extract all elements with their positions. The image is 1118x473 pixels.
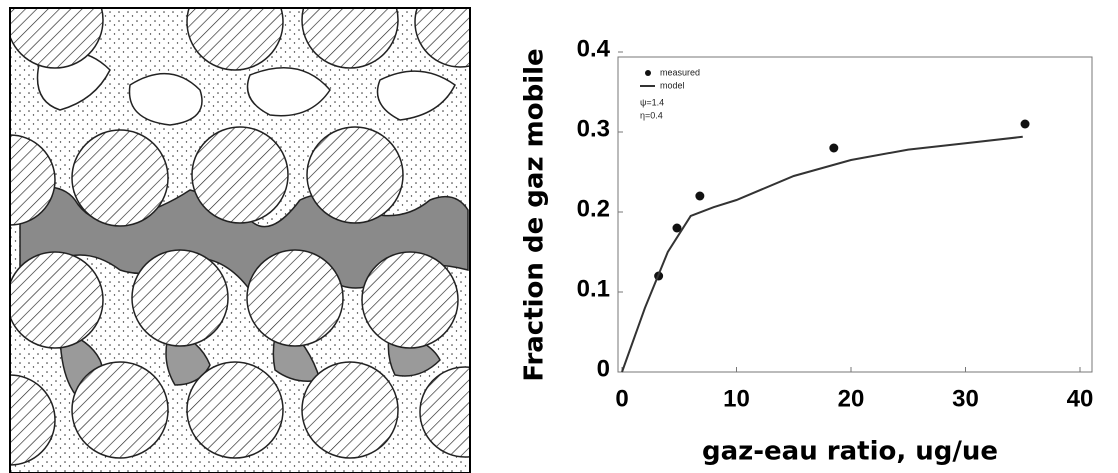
y-axis-label: Fraction de gaz mobile [520,48,550,381]
plot-frame [617,56,1093,373]
data-point [695,191,705,201]
legend-label: measured [660,67,700,77]
model-line [621,135,1023,373]
x-tick-label: 30 [952,385,979,412]
data-point [829,143,839,153]
y-tick-label: 0 [597,355,610,382]
x-tick-label: 10 [723,385,750,412]
legend-marker [645,70,651,76]
x-tick-label: 40 [1067,385,1094,412]
annotation: η=0.4 [640,110,663,120]
data-point [672,223,682,233]
y-tick-label: 0.2 [577,195,610,222]
x-axis-label: gaz-eau ratio, ug/ue [702,437,998,467]
legend-label: model [660,80,685,90]
pore-illustration [9,7,471,473]
x-tick-label: 0 [615,385,628,412]
data-point [1020,119,1030,129]
y-tick-label: 0.1 [577,275,610,302]
annotation: ψ=1.4 [640,97,664,107]
y-tick-label: 0.4 [577,35,611,62]
x-tick-label: 20 [838,385,865,412]
y-tick-label: 0.3 [577,115,610,142]
